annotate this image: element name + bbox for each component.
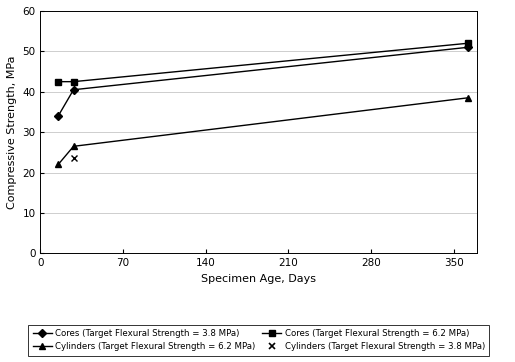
X-axis label: Specimen Age, Days: Specimen Age, Days: [201, 274, 316, 284]
Y-axis label: Compressive Strength, MPa: Compressive Strength, MPa: [7, 55, 17, 209]
Legend: Cores (Target Flexural Strength = 3.8 MPa), Cylinders (Target Flexural Strength : Cores (Target Flexural Strength = 3.8 MP…: [28, 325, 489, 356]
